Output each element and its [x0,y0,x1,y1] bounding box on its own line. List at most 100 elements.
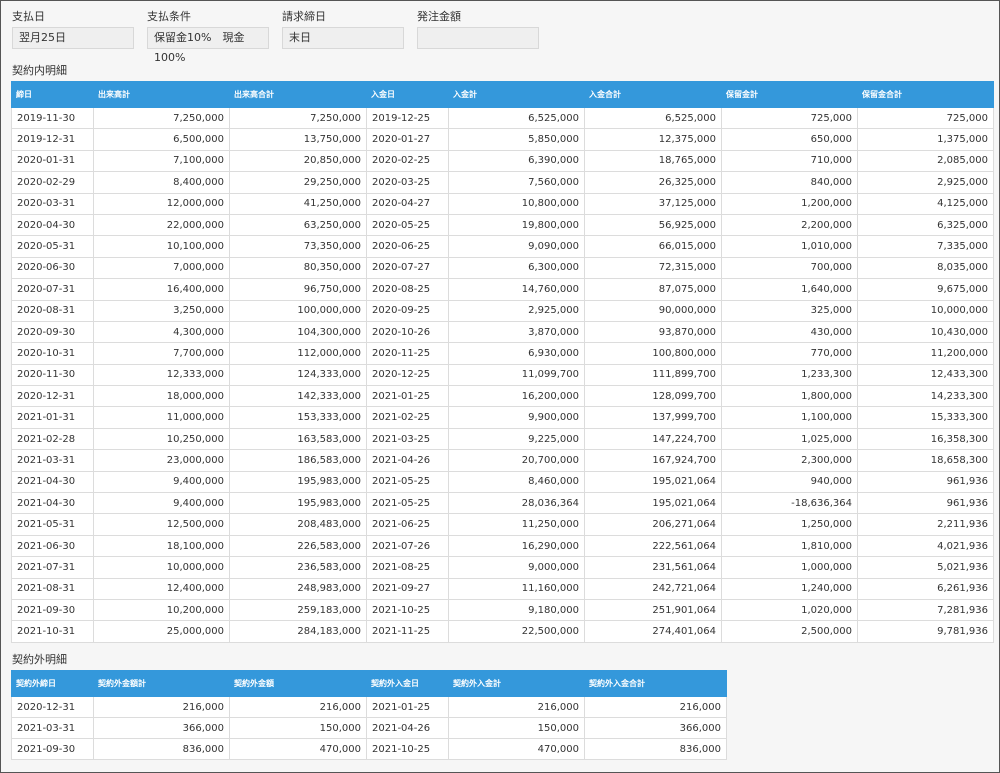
table-cell: 10,100,000 [93,235,230,258]
table-cell: 274,401,064 [584,620,722,643]
payment-day-value[interactable]: 翌月25日 [12,27,134,49]
table-cell: 3,870,000 [448,320,585,344]
table-cell: 2020-11-30 [11,363,94,387]
column-header[interactable]: 契約外金額計 [93,670,230,697]
table-row[interactable]: 2020-12-31 18,000,000 142,333,000 2021-01-2… [11,385,994,408]
table-row[interactable]: 2021-07-31 10,000,000 236,583,000 2021-08-2… [11,556,994,579]
table-row[interactable]: 2021-03-31 366,000 150,000 2021-04-26 150,00… [11,717,727,739]
table-cell: 7,250,000 [93,106,230,130]
table-cell: 29,250,000 [229,171,367,194]
table-row[interactable]: 2021-08-31 12,400,000 248,983,000 2021-09-2… [11,577,994,600]
table-cell: 15,333,300 [857,406,994,429]
table-cell: 8,460,000 [448,470,585,494]
column-header[interactable]: 締日 [11,81,94,108]
table-row[interactable]: 2020-01-31 7,100,000 20,850,000 2020-02-25 6… [11,149,994,173]
table-row[interactable]: 2020-06-30 7,000,000 80,350,000 2020-07-27 6… [11,256,994,280]
table-header-row: 締日 出来高計 出来高合計 入金日 入金計 入金合計 保留金計 保留金合計 [11,81,994,108]
table-cell: 137,999,700 [584,406,722,429]
table-row[interactable]: 2021-04-30 9,400,000 195,983,000 2021-05-25… [11,470,994,494]
table-cell: 7,335,000 [857,235,994,258]
table-row[interactable]: 2021-05-31 12,500,000 208,483,000 2021-06-2… [11,513,994,536]
table-cell: 11,200,000 [857,342,994,365]
header-fields: 支払日 翌月25日 支払条件 保留金10% 現金100% 請求締日 末日 発注金… [12,10,552,64]
table-cell: 1,250,000 [721,513,858,536]
table-cell: 2021-09-30 [11,598,94,622]
column-header[interactable]: 契約外入金合計 [584,670,727,697]
table-row[interactable]: 2020-08-31 3,250,000 100,000,000 2020-09-25… [11,299,994,322]
table-row[interactable]: 2021-03-31 23,000,000 186,583,000 2021-04-2… [11,449,994,472]
column-header[interactable]: 入金日 [366,81,449,108]
column-header[interactable]: 契約外入金計 [448,670,585,697]
table-cell: 2020-02-29 [11,171,94,194]
table-cell: 2021-11-25 [366,620,449,643]
column-header[interactable]: 契約外金額 [229,670,367,697]
table-cell: -18,636,364 [721,492,858,515]
table-cell: 2,211,936 [857,513,994,536]
order-amount-value[interactable] [417,27,539,49]
table-cell: 4,021,936 [857,534,994,558]
table-row[interactable]: 2019-11-30 7,250,000 7,250,000 2019-12-25 6,… [11,106,994,130]
table-row[interactable]: 2020-04-30 22,000,000 63,250,000 2020-05-25… [11,213,994,237]
table-row[interactable]: 2021-04-30 9,400,000 195,983,000 2021-05-25… [11,492,994,515]
table-cell: 22,500,000 [448,620,585,643]
column-header[interactable]: 契約外締日 [11,670,94,697]
table-row[interactable]: 2020-07-31 16,400,000 96,750,000 2020-08-25… [11,278,994,301]
table-row[interactable]: 2020-02-29 8,400,000 29,250,000 2020-03-25 7… [11,171,994,194]
payment-terms-value[interactable]: 保留金10% 現金100% [147,27,269,64]
table-cell: 430,000 [721,320,858,344]
column-header[interactable]: 保留金合計 [857,81,994,108]
table-cell: 167,924,700 [584,449,722,472]
table-cell: 100,800,000 [584,342,722,365]
column-header[interactable]: 契約外入金日 [366,670,449,697]
table-row[interactable]: 2019-12-31 6,500,000 13,750,000 2020-01-27 5… [11,128,994,151]
table-row[interactable]: 2021-06-30 18,100,000 226,583,000 2021-07-2… [11,534,994,558]
table-row[interactable]: 2020-09-30 4,300,000 104,300,000 2020-10-26… [11,320,994,344]
table-row[interactable]: 2021-09-30 836,000 470,000 2021-10-25 470,00… [11,738,727,760]
table-row[interactable]: 2021-01-31 11,000,000 153,333,000 2021-02-2… [11,406,994,429]
table-cell: 2,200,000 [721,213,858,237]
column-header[interactable]: 出来高計 [93,81,230,108]
table-cell: 366,000 [93,717,230,739]
table-cell: 236,583,000 [229,556,367,579]
table-cell: 2019-11-30 [11,106,94,130]
table-row[interactable]: 2020-10-31 7,700,000 112,000,000 2020-11-25… [11,342,994,365]
table-row[interactable]: 2021-02-28 10,250,000 163,583,000 2021-03-2… [11,427,994,451]
column-header[interactable]: 入金計 [448,81,585,108]
table-cell: 56,925,000 [584,213,722,237]
table-cell: 2021-08-31 [11,577,94,600]
table-cell: 226,583,000 [229,534,367,558]
table-cell: 1,100,000 [721,406,858,429]
column-header[interactable]: 保留金計 [721,81,858,108]
table-cell: 7,250,000 [229,106,367,130]
table-row[interactable]: 2020-12-31 216,000 216,000 2021-01-25 216,00… [11,696,727,718]
table-cell: 2021-04-26 [366,449,449,472]
table-cell: 2020-05-25 [366,213,449,237]
table-row[interactable]: 2021-10-31 25,000,000 284,183,000 2021-11-2… [11,620,994,643]
table-row[interactable]: 2021-09-30 10,200,000 259,183,000 2021-10-2… [11,598,994,622]
field-label: 支払条件 [147,10,191,23]
table-cell: 366,000 [584,717,727,739]
billing-close-value[interactable]: 末日 [282,27,404,49]
table-cell: 2020-12-31 [11,385,94,408]
table-cell: 90,000,000 [584,299,722,322]
field-billing-close: 請求締日 末日 [282,10,404,49]
table-cell: 2020-08-31 [11,299,94,322]
table-cell: 940,000 [721,470,858,494]
table-cell: 2019-12-25 [366,106,449,130]
table-cell: 2,500,000 [721,620,858,643]
table-cell: 195,021,064 [584,470,722,494]
table-row[interactable]: 2020-11-30 12,333,000 124,333,000 2020-12-2… [11,363,994,387]
table-cell: 2021-03-31 [11,717,94,739]
table-cell: 2020-12-31 [11,696,94,718]
table-cell: 12,333,000 [93,363,230,387]
table-cell: 7,281,936 [857,598,994,622]
table-row[interactable]: 2020-05-31 10,100,000 73,350,000 2020-06-25… [11,235,994,258]
table-cell: 2021-02-28 [11,427,94,451]
table-cell: 18,765,000 [584,149,722,173]
column-header[interactable]: 入金合計 [584,81,722,108]
table-row[interactable]: 2020-03-31 12,000,000 41,250,000 2020-04-27… [11,192,994,215]
table-cell: 66,015,000 [584,235,722,258]
table-cell: 11,250,000 [448,513,585,536]
column-header[interactable]: 出来高合計 [229,81,367,108]
table-cell: 4,300,000 [93,320,230,344]
